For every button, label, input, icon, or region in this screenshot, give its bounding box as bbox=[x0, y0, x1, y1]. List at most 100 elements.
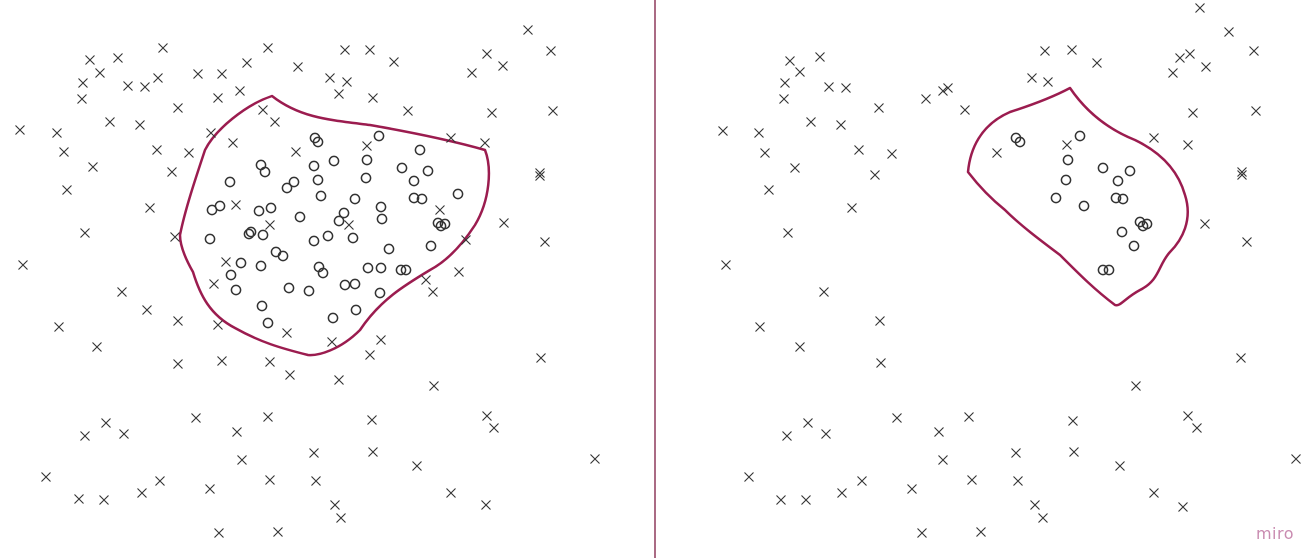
x-mark-icon bbox=[1067, 45, 1077, 55]
x-mark-icon bbox=[362, 141, 372, 151]
x-mark-icon bbox=[1200, 219, 1210, 229]
circle-mark-icon bbox=[376, 213, 388, 225]
x-mark-icon bbox=[1236, 353, 1246, 363]
x-mark-icon bbox=[52, 128, 62, 138]
x-mark-icon bbox=[209, 279, 219, 289]
circle-mark-icon bbox=[308, 235, 320, 247]
x-mark-icon bbox=[54, 322, 64, 332]
x-mark-icon bbox=[548, 106, 558, 116]
x-mark-icon bbox=[1168, 68, 1178, 78]
circle-mark-icon bbox=[328, 155, 340, 167]
circle-mark-icon bbox=[243, 228, 255, 240]
x-mark-icon bbox=[336, 513, 346, 523]
circle-mark-icon bbox=[255, 260, 267, 272]
right-boundary bbox=[966, 86, 1189, 307]
x-mark-icon bbox=[263, 43, 273, 53]
circle-mark-icon bbox=[312, 174, 324, 186]
x-mark-icon bbox=[232, 427, 242, 437]
x-mark-icon bbox=[1115, 461, 1125, 471]
x-mark-icon bbox=[117, 287, 127, 297]
x-mark-icon bbox=[265, 220, 275, 230]
x-mark-icon bbox=[803, 418, 813, 428]
x-mark-icon bbox=[1175, 53, 1185, 63]
x-mark-icon bbox=[721, 260, 731, 270]
x-mark-icon bbox=[231, 200, 241, 210]
x-mark-icon bbox=[907, 484, 917, 494]
x-mark-icon bbox=[327, 337, 337, 347]
x-mark-icon bbox=[412, 461, 422, 471]
x-mark-icon bbox=[173, 316, 183, 326]
x-mark-icon bbox=[1069, 447, 1079, 457]
x-mark-icon bbox=[1038, 513, 1048, 523]
x-mark-icon bbox=[263, 412, 273, 422]
circle-mark-icon bbox=[277, 250, 289, 262]
circle-mark-icon bbox=[1112, 175, 1124, 187]
circle-mark-icon bbox=[224, 176, 236, 188]
circle-mark-icon bbox=[1124, 165, 1136, 177]
x-mark-icon bbox=[870, 170, 880, 180]
x-mark-icon bbox=[1011, 448, 1021, 458]
x-mark-icon bbox=[228, 138, 238, 148]
x-mark-icon bbox=[824, 82, 834, 92]
x-mark-icon bbox=[535, 171, 545, 181]
x-mark-icon bbox=[74, 494, 84, 504]
x-mark-icon bbox=[340, 45, 350, 55]
x-mark-icon bbox=[173, 103, 183, 113]
x-mark-icon bbox=[365, 350, 375, 360]
x-mark-icon bbox=[1013, 476, 1023, 486]
x-mark-icon bbox=[819, 287, 829, 297]
x-mark-icon bbox=[368, 447, 378, 457]
circle-mark-icon bbox=[408, 192, 420, 204]
x-mark-icon bbox=[213, 93, 223, 103]
x-mark-icon bbox=[101, 418, 111, 428]
circle-mark-icon bbox=[1050, 192, 1062, 204]
x-mark-icon bbox=[779, 94, 789, 104]
x-mark-icon bbox=[1062, 140, 1072, 150]
x-mark-icon bbox=[293, 62, 303, 72]
x-mark-icon bbox=[41, 472, 51, 482]
x-mark-icon bbox=[206, 128, 216, 138]
x-mark-icon bbox=[540, 237, 550, 247]
x-mark-icon bbox=[876, 358, 886, 368]
x-mark-icon bbox=[428, 287, 438, 297]
x-mark-icon bbox=[78, 78, 88, 88]
circle-mark-icon bbox=[259, 166, 271, 178]
x-mark-icon bbox=[155, 476, 165, 486]
x-mark-icon bbox=[489, 423, 499, 433]
x-mark-icon bbox=[992, 148, 1002, 158]
x-mark-icon bbox=[854, 145, 864, 155]
circle-mark-icon bbox=[1060, 174, 1072, 186]
circle-mark-icon bbox=[414, 144, 426, 156]
x-mark-icon bbox=[158, 43, 168, 53]
x-mark-icon bbox=[237, 455, 247, 465]
x-mark-icon bbox=[334, 375, 344, 385]
x-mark-icon bbox=[590, 454, 600, 464]
circle-mark-icon bbox=[317, 267, 329, 279]
x-mark-icon bbox=[875, 316, 885, 326]
right-crosses bbox=[718, 3, 1301, 538]
x-mark-icon bbox=[214, 528, 224, 538]
circle-mark-icon bbox=[294, 211, 306, 223]
x-mark-icon bbox=[342, 77, 352, 87]
x-mark-icon bbox=[795, 67, 805, 77]
x-mark-icon bbox=[311, 476, 321, 486]
x-mark-icon bbox=[1251, 106, 1261, 116]
x-mark-icon bbox=[273, 527, 283, 537]
x-mark-icon bbox=[482, 411, 492, 421]
x-mark-icon bbox=[184, 148, 194, 158]
circle-mark-icon bbox=[432, 217, 444, 229]
x-mark-icon bbox=[467, 68, 477, 78]
circle-mark-icon bbox=[235, 257, 247, 269]
circle-mark-icon bbox=[374, 287, 386, 299]
circle-mark-icon bbox=[349, 278, 361, 290]
circle-mark-icon bbox=[416, 193, 428, 205]
x-mark-icon bbox=[874, 103, 884, 113]
x-mark-icon bbox=[1183, 140, 1193, 150]
x-mark-icon bbox=[461, 235, 471, 245]
circle-mark-icon bbox=[375, 262, 387, 274]
x-mark-icon bbox=[235, 86, 245, 96]
right-panel bbox=[718, 3, 1301, 538]
x-mark-icon bbox=[285, 370, 295, 380]
x-mark-icon bbox=[365, 45, 375, 55]
